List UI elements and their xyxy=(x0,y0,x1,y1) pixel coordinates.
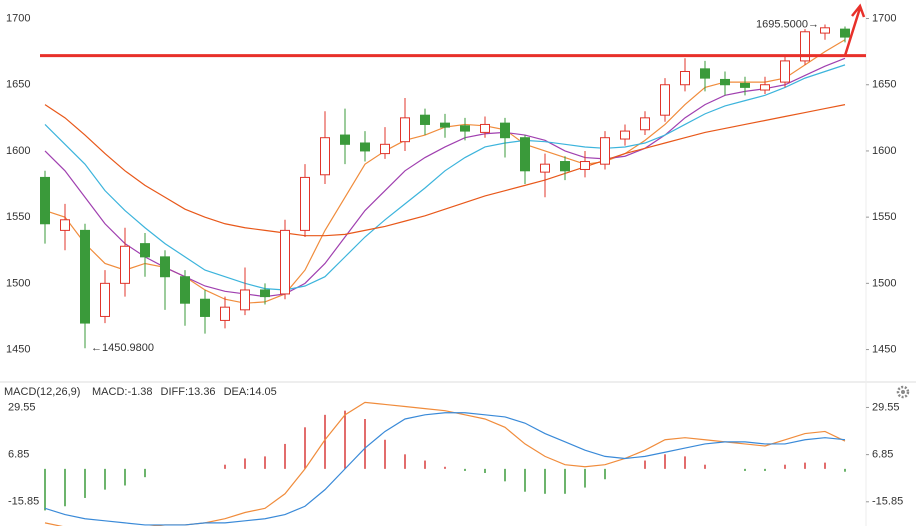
macd-line xyxy=(44,401,846,526)
y-tick-label-right: 1700 xyxy=(872,12,896,24)
legend-entry: DIFF:13.36 xyxy=(161,386,216,398)
macd-title: MACD(12,26,9) xyxy=(4,386,80,398)
y-tick-label-right: 29.55 xyxy=(872,401,900,413)
y-tick-label: 1650 xyxy=(6,79,30,91)
y-tick-label-right: 1550 xyxy=(872,211,896,223)
candle-body xyxy=(360,142,370,152)
y-tick-label: 1450 xyxy=(6,343,30,355)
settings-icon[interactable] xyxy=(896,385,910,399)
candle-body xyxy=(380,143,390,155)
candle-body xyxy=(620,130,630,140)
candle-body xyxy=(420,114,430,125)
candle-body xyxy=(540,163,550,173)
candle-body xyxy=(780,60,790,83)
candle-body xyxy=(120,245,130,284)
y-tick-label-right: 1600 xyxy=(872,145,896,157)
candle-body xyxy=(740,82,750,88)
candle-body xyxy=(660,84,670,116)
candle-body xyxy=(320,137,330,176)
candle-body xyxy=(40,176,50,225)
candle-body xyxy=(680,70,690,86)
candle-body xyxy=(840,28,850,38)
candle-body xyxy=(280,229,290,295)
candle-body xyxy=(580,161,590,170)
y-tick-label: 29.55 xyxy=(8,401,36,413)
candle-body xyxy=(440,122,450,128)
candle-body xyxy=(400,117,410,143)
annotation: ←1450.9800 xyxy=(91,342,154,354)
y-tick-label-right: 1450 xyxy=(872,343,896,355)
candle-body xyxy=(100,282,110,317)
candle-body xyxy=(140,243,150,258)
candle-body xyxy=(800,31,810,62)
candle-body xyxy=(60,219,70,231)
candle-body xyxy=(480,123,490,133)
candle-body xyxy=(700,68,710,79)
candle-body xyxy=(220,306,230,321)
candle-body xyxy=(500,122,510,139)
gear-center xyxy=(901,390,905,394)
y-tick-label-right: -15.85 xyxy=(872,496,903,508)
y-tick-label-right: 1500 xyxy=(872,277,896,289)
trend-arrow xyxy=(843,3,866,56)
y-tick-label: -15.85 xyxy=(8,496,39,508)
candle-body xyxy=(160,256,170,278)
candle-body xyxy=(240,289,250,311)
moving-average xyxy=(44,104,846,237)
candle-body xyxy=(600,137,610,165)
y-tick-label: 6.85 xyxy=(8,449,29,461)
y-tick-label: 1600 xyxy=(6,145,30,157)
candle-body xyxy=(520,137,530,172)
candle-body xyxy=(820,27,830,34)
y-tick-label: 1500 xyxy=(6,277,30,289)
legend-entry: DEA:14.05 xyxy=(224,386,277,398)
candle-body xyxy=(300,176,310,231)
y-tick-label-right: 6.85 xyxy=(872,449,893,461)
candle-body xyxy=(340,134,350,145)
moving-average xyxy=(44,57,846,298)
candle-body xyxy=(460,125,470,132)
candle-body xyxy=(760,84,770,91)
candle-body xyxy=(640,117,650,131)
candle-body xyxy=(180,276,190,304)
candle-body xyxy=(720,78,730,86)
candle-body xyxy=(80,229,90,324)
annotation: 1695.5000→ xyxy=(756,18,819,30)
candle-body xyxy=(200,298,210,317)
gear[interactable] xyxy=(896,385,910,399)
candle-body xyxy=(260,289,270,298)
macd-line xyxy=(44,412,846,526)
y-tick-label-right: 1650 xyxy=(872,79,896,91)
y-tick-label: 1700 xyxy=(6,12,30,24)
candle-body xyxy=(560,161,570,172)
moving-average xyxy=(44,64,846,291)
legend-entry: MACD:-1.38 xyxy=(92,386,153,398)
y-tick-label: 1550 xyxy=(6,211,30,223)
